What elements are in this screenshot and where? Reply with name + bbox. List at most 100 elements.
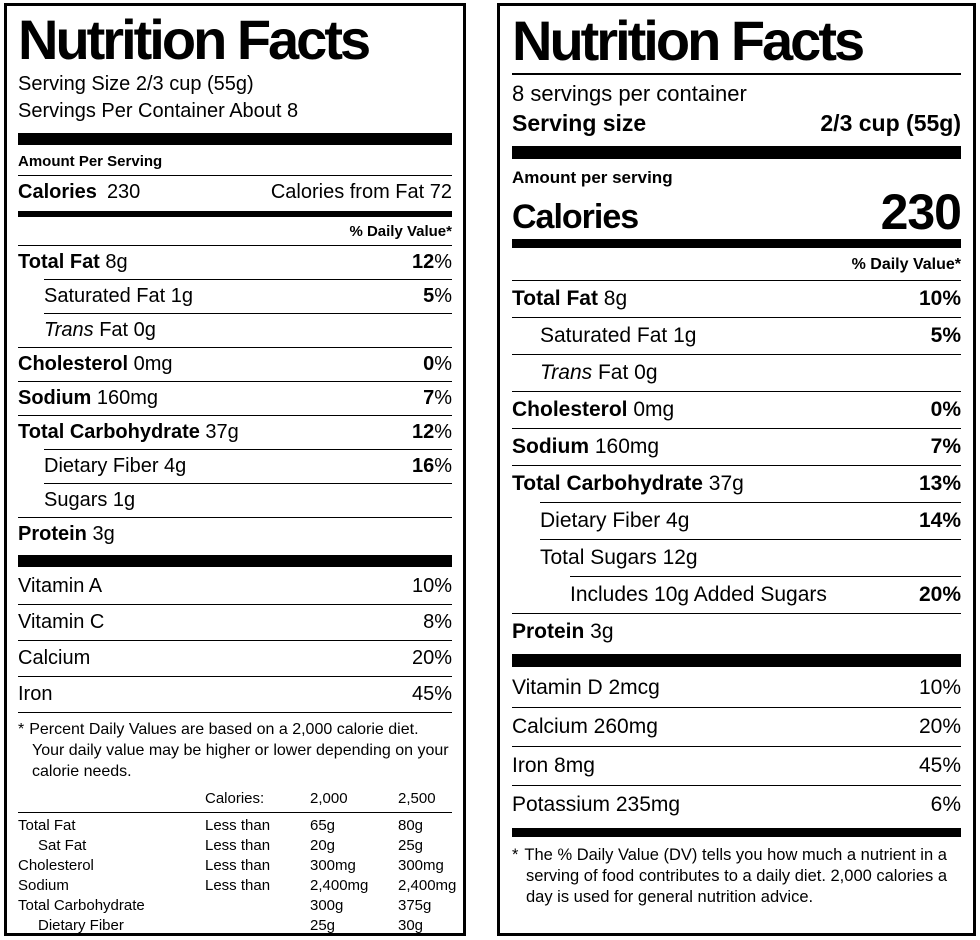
daily-values-table: Calories: 2,000 2,500 Total Fat Less tha… — [18, 789, 456, 936]
divider-rule — [18, 517, 452, 519]
nutrient-row-sodium: Sodium 160mg 7% — [512, 429, 961, 465]
divider-rule — [44, 449, 452, 451]
nutrient-name: Trans Fat 0g — [540, 361, 658, 385]
vitamin-name: Iron — [18, 683, 53, 706]
divider-rule — [18, 640, 452, 642]
nutrient-dv: 10% — [918, 287, 961, 311]
nutrient-name: Total Fat 8g — [512, 287, 628, 311]
table-cell: 2,400mg — [310, 877, 369, 895]
table-row: Sat Fat Less than 20g 25g — [18, 836, 452, 856]
table-cell: 30g — [398, 917, 424, 935]
label-title: Nutrition Facts — [18, 8, 371, 71]
footnote: * The % Daily Value (DV) tells you how mu… — [512, 839, 961, 908]
calories-value: 230 — [880, 184, 962, 241]
nutrition-label-original: Nutrition Facts Serving Size 2/3 cup (55… — [4, 3, 466, 936]
table-cell: 300mg — [398, 857, 444, 875]
divider-rule — [18, 712, 452, 714]
table-cell: 300mg — [310, 857, 356, 875]
serving-size-line: Serving Size 2/3 cup (55g) — [18, 73, 254, 96]
nutrient-dv: 20% — [918, 583, 961, 607]
daily-value-header: % Daily Value* — [349, 223, 452, 241]
nutrient-dv: 14% — [918, 509, 961, 533]
amount-per-serving-heading: Amount per serving — [512, 168, 673, 188]
vitamin-name: Vitamin D 2mcg — [512, 676, 660, 700]
nutrient-dv: 0% — [930, 398, 961, 422]
nutrient-row-cholesterol: Cholesterol 0mg 0% — [18, 348, 452, 381]
table-cell: Total Fat — [18, 817, 76, 835]
servings-per-container-line: 8 servings per container — [512, 81, 747, 107]
divider-rule — [18, 245, 452, 247]
table-cell: Less than — [205, 837, 271, 855]
table-cell: Dietary Fiber — [38, 917, 124, 935]
nutrient-name: Total Carbohydrate 37g — [18, 421, 239, 444]
divider-rule — [512, 280, 961, 282]
nutrient-dv: 0% — [423, 353, 452, 376]
calories-row: Calories 230 Calories from Fat 72 — [18, 176, 452, 210]
nutrient-name: Saturated Fat 1g — [44, 285, 193, 308]
calories-label: Calories — [512, 197, 639, 236]
nutrient-dv: 7% — [930, 435, 961, 459]
divider-rule — [512, 354, 961, 356]
footnote-text: The % Daily Value (DV) tells you how muc… — [524, 846, 947, 907]
nutrient-row-dietary-fiber: Dietary Fiber 4g 14% — [512, 503, 961, 539]
table-cell: 2,500 — [398, 790, 436, 808]
vitamin-name: Vitamin A — [18, 575, 103, 598]
table-cell — [205, 916, 310, 936]
nutrient-row-saturated-fat: Saturated Fat 1g 5% — [512, 318, 961, 354]
nutrient-row-total-carbohydrate: Total Carbohydrate 37g 12% — [18, 416, 452, 449]
vitamin-dv: 20% — [411, 647, 452, 670]
vitamin-row-vitamin-d: Vitamin D 2mcg 10% — [512, 669, 961, 707]
table-cell: Less than — [205, 877, 271, 895]
nutrient-row-saturated-fat: Saturated Fat 1g 5% — [18, 280, 452, 313]
vitamin-name: Calcium — [18, 647, 91, 670]
nutrient-name: Sugars 1g — [44, 489, 136, 512]
vitamin-dv: 8% — [423, 611, 452, 634]
label-title: Nutrition Facts — [512, 9, 865, 72]
amount-per-serving-heading: Amount Per Serving — [18, 153, 163, 171]
divider-rule — [540, 539, 961, 541]
nutrient-name: Trans Fat 0g — [44, 319, 156, 342]
serving-size-label: Serving size — [512, 110, 647, 137]
divider-rule — [18, 812, 452, 814]
table-cell: 80g — [398, 817, 424, 835]
table-row: Total Fat Less than 65g 80g — [18, 816, 452, 836]
nutrient-name: Sodium 160mg — [512, 435, 660, 459]
table-cell: Less than — [205, 857, 271, 875]
section-bar — [512, 146, 961, 160]
vitamin-dv: 45% — [411, 683, 452, 706]
table-cell — [205, 896, 310, 916]
table-cell: Total Carbohydrate — [18, 897, 145, 915]
section-bar — [18, 555, 452, 568]
divider-rule — [570, 576, 961, 578]
nutrient-row-sodium: Sodium 160mg 7% — [18, 382, 452, 415]
nutrient-dv: 12% — [411, 251, 452, 274]
divider-rule — [18, 175, 452, 177]
divider-rule — [44, 279, 452, 281]
table-cell: Sat Fat — [38, 837, 87, 855]
footnote-asterisk: * — [512, 846, 519, 865]
calories-from-fat: Calories from Fat 72 — [270, 181, 452, 204]
footnote: * Percent Daily Values are based on a 2,0… — [18, 713, 452, 786]
nutrient-row-trans-fat: Trans Fat 0g — [18, 314, 452, 347]
divider-rule — [540, 502, 961, 504]
nutrient-row-cholesterol: Cholesterol 0mg 0% — [512, 392, 961, 428]
divider-rule — [18, 676, 452, 678]
vitamin-dv: 10% — [411, 575, 452, 598]
divider-rule — [18, 347, 452, 349]
calories-row: Calories 230 — [512, 184, 962, 241]
divider-rule — [44, 483, 452, 485]
nutrient-row-trans-fat: Trans Fat 0g — [512, 355, 961, 391]
divider-rule — [512, 317, 961, 319]
table-row: Dietary Fiber 25g 30g — [18, 916, 452, 936]
section-bar — [512, 654, 961, 668]
nutrient-row-protein: Protein 3g — [512, 614, 961, 650]
table-cell: Cholesterol — [18, 857, 94, 875]
divider-rule — [512, 428, 961, 430]
vitamin-row-iron: Iron 8mg 45% — [512, 747, 961, 785]
table-cell: 20g — [310, 837, 336, 855]
table-row: Sodium Less than 2,400mg 2,400mg — [18, 876, 456, 896]
nutrition-label-new: Nutrition Facts 8 servings per container… — [497, 3, 976, 936]
table-cell: 2,400mg — [398, 877, 457, 895]
vitamin-row-potassium: Potassium 235mg 6% — [512, 786, 961, 824]
